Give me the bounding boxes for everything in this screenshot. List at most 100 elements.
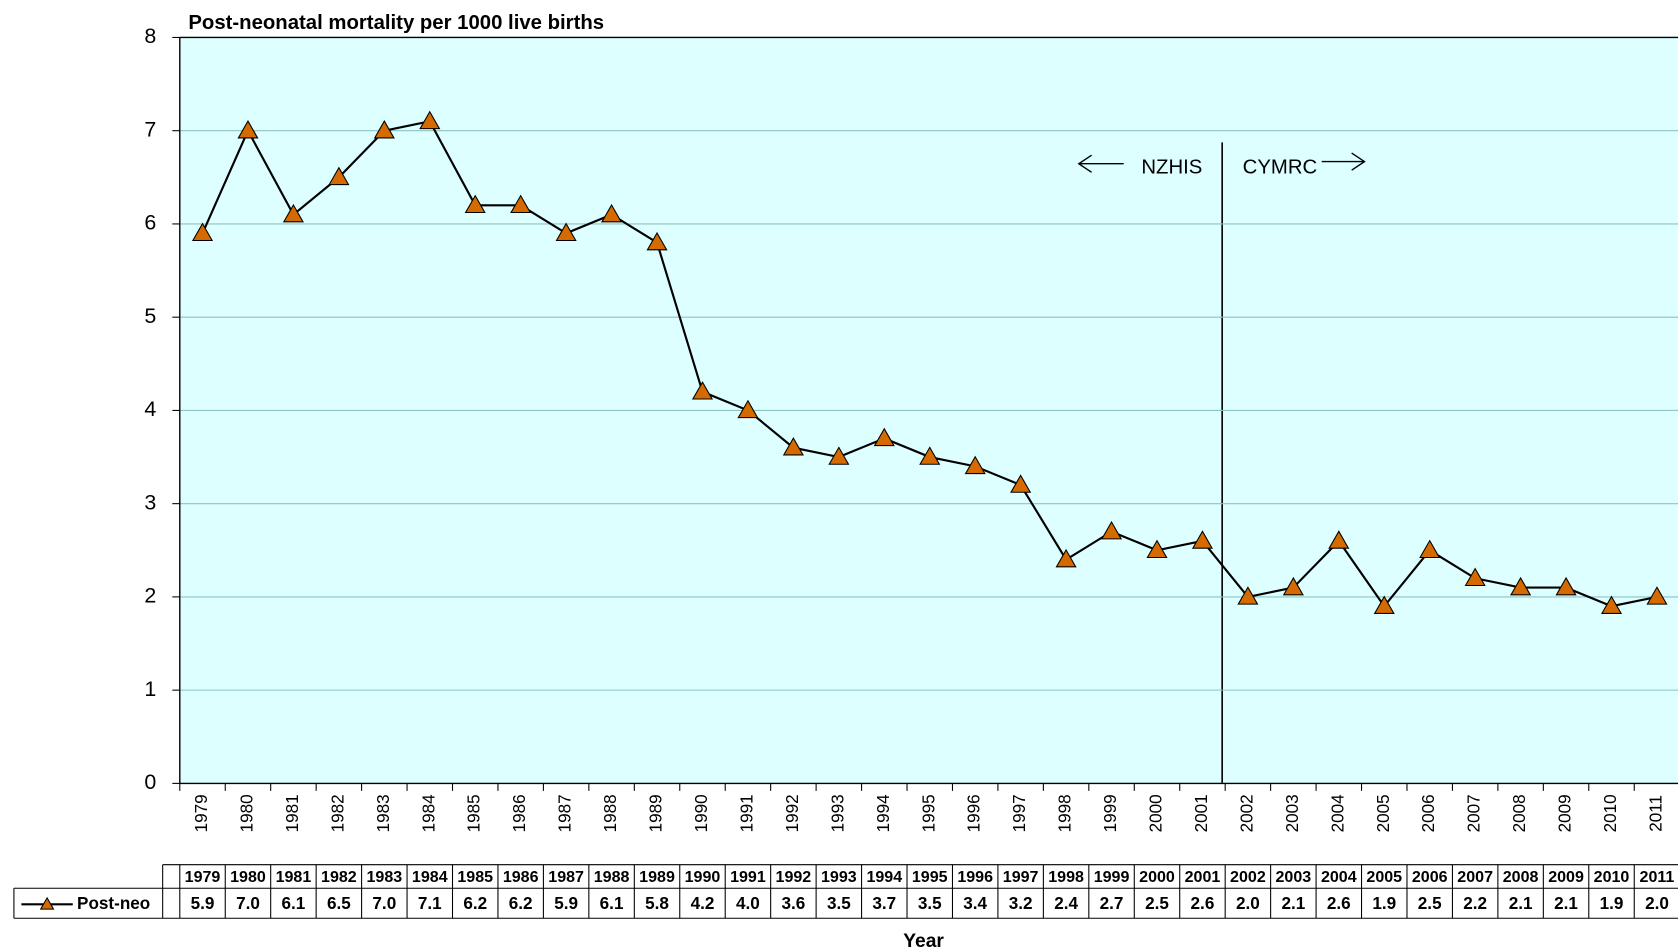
- x-tick-label: 1982: [328, 794, 347, 832]
- table-value: 2.0: [1236, 894, 1260, 913]
- data-marker: [1373, 595, 1395, 614]
- data-marker: [1646, 586, 1668, 605]
- x-tick-label: 1998: [1056, 794, 1075, 832]
- table-value: 3.5: [918, 894, 942, 913]
- data-marker: [1328, 530, 1350, 549]
- data-marker: [419, 110, 441, 130]
- table-header: 1992: [776, 868, 812, 886]
- table-value: 2.2: [1463, 894, 1487, 913]
- table-value: 5.9: [191, 894, 215, 913]
- x-tick-label: 1995: [919, 794, 938, 832]
- chart-body: Post-neonatal mortality per 1000 live bi…: [13, 12, 1678, 952]
- table-header: 1997: [1003, 868, 1039, 886]
- table-value: 6.1: [282, 894, 306, 913]
- table-header: 1990: [685, 868, 721, 886]
- table-header: 1981: [276, 868, 312, 886]
- table-header: 2000: [1139, 868, 1175, 886]
- table-value: 3.6: [781, 894, 805, 913]
- x-tick-label: 1989: [647, 794, 666, 832]
- x-tick-label: 2000: [1147, 794, 1166, 832]
- data-marker: [555, 222, 577, 242]
- data-marker: [1237, 586, 1259, 605]
- data-marker: [691, 381, 714, 400]
- data-marker: [1555, 576, 1577, 596]
- table-value: 2.1: [1554, 894, 1578, 913]
- table-header: 1988: [594, 868, 630, 886]
- table-value: 6.2: [509, 894, 533, 913]
- x-tick-label: 2010: [1601, 794, 1620, 832]
- x-tick-label: 2011: [1646, 795, 1665, 832]
- table-value: 3.2: [1009, 894, 1033, 913]
- table-value: 2.1: [1281, 894, 1305, 913]
- table-header: 2007: [1457, 868, 1493, 886]
- table-value: 2.5: [1418, 894, 1442, 913]
- table-header: 1985: [457, 868, 493, 886]
- table-header: 2002: [1230, 868, 1266, 886]
- table-value: 4.0: [736, 894, 760, 913]
- table-header: 2011: [1640, 868, 1675, 886]
- table-value: 3.7: [872, 894, 896, 913]
- data-marker: [737, 399, 759, 419]
- table-header: 1979: [185, 868, 221, 886]
- x-tick-label: 2007: [1465, 794, 1484, 832]
- table-header: 1980: [230, 868, 266, 886]
- data-marker: [828, 446, 850, 465]
- table-header: 1982: [321, 868, 357, 886]
- table-value: 2.7: [1100, 894, 1124, 913]
- x-tick-label: 2008: [1510, 794, 1529, 832]
- data-marker: [919, 446, 941, 465]
- data-marker: [601, 203, 623, 223]
- table-value: 2.1: [1509, 894, 1533, 913]
- x-tick-label: 1993: [828, 794, 847, 832]
- y-tick-label: 8: [144, 24, 156, 48]
- data-marker: [1146, 539, 1168, 559]
- table-header: 2005: [1366, 868, 1402, 886]
- arrow-right: [1321, 152, 1366, 171]
- data-marker: [1419, 539, 1441, 559]
- x-tick-label: 1979: [192, 794, 211, 832]
- x-tick-label: 1985: [465, 794, 484, 832]
- data-marker: [1282, 576, 1304, 596]
- table-value: 5.9: [554, 894, 578, 913]
- x-tick-label: 2006: [1419, 794, 1438, 832]
- x-axis-title: Year: [903, 931, 944, 952]
- data-marker: [1600, 595, 1623, 614]
- data-marker: [646, 231, 668, 251]
- table-header: 2008: [1503, 868, 1539, 886]
- table-header: 1987: [548, 868, 584, 886]
- data-marker: [282, 203, 304, 223]
- chart-title: Post-neonatal mortality per 1000 live bi…: [188, 12, 604, 34]
- table-value: 6.1: [600, 894, 624, 913]
- x-tick-label: 2003: [1283, 794, 1302, 832]
- x-tick-label: 2005: [1374, 794, 1393, 832]
- x-tick-label: 1987: [556, 794, 575, 832]
- x-tick-label: 1994: [874, 794, 893, 833]
- data-marker: [1100, 520, 1123, 540]
- table-header: 1993: [821, 868, 857, 886]
- data-marker: [464, 194, 486, 214]
- table-value: 1.9: [1372, 894, 1396, 913]
- data-marker: [373, 119, 395, 139]
- table-value: 7.0: [236, 894, 260, 913]
- x-tick-label: 1999: [1101, 794, 1120, 832]
- x-tick-label: 1991: [737, 794, 756, 832]
- table-value: 6.5: [327, 894, 351, 913]
- table-value: 3.5: [827, 894, 851, 913]
- data-marker: [964, 455, 986, 475]
- y-tick-label: 4: [144, 397, 156, 421]
- data-marker: [237, 119, 259, 139]
- table-value: 2.4: [1054, 894, 1078, 913]
- data-marker: [782, 437, 804, 456]
- table-header: 1991: [730, 868, 766, 886]
- table-header: 2003: [1276, 868, 1312, 886]
- table-value: 2.6: [1191, 894, 1215, 913]
- y-tick-label: 5: [144, 304, 156, 328]
- table-header: 1986: [503, 868, 539, 886]
- y-tick-label: 7: [144, 117, 156, 141]
- x-tick-label: 2004: [1328, 794, 1347, 833]
- table-header: 2001: [1185, 868, 1221, 886]
- data-marker: [1055, 548, 1077, 568]
- table-header: 1983: [366, 868, 402, 886]
- data-marker: [1191, 530, 1213, 549]
